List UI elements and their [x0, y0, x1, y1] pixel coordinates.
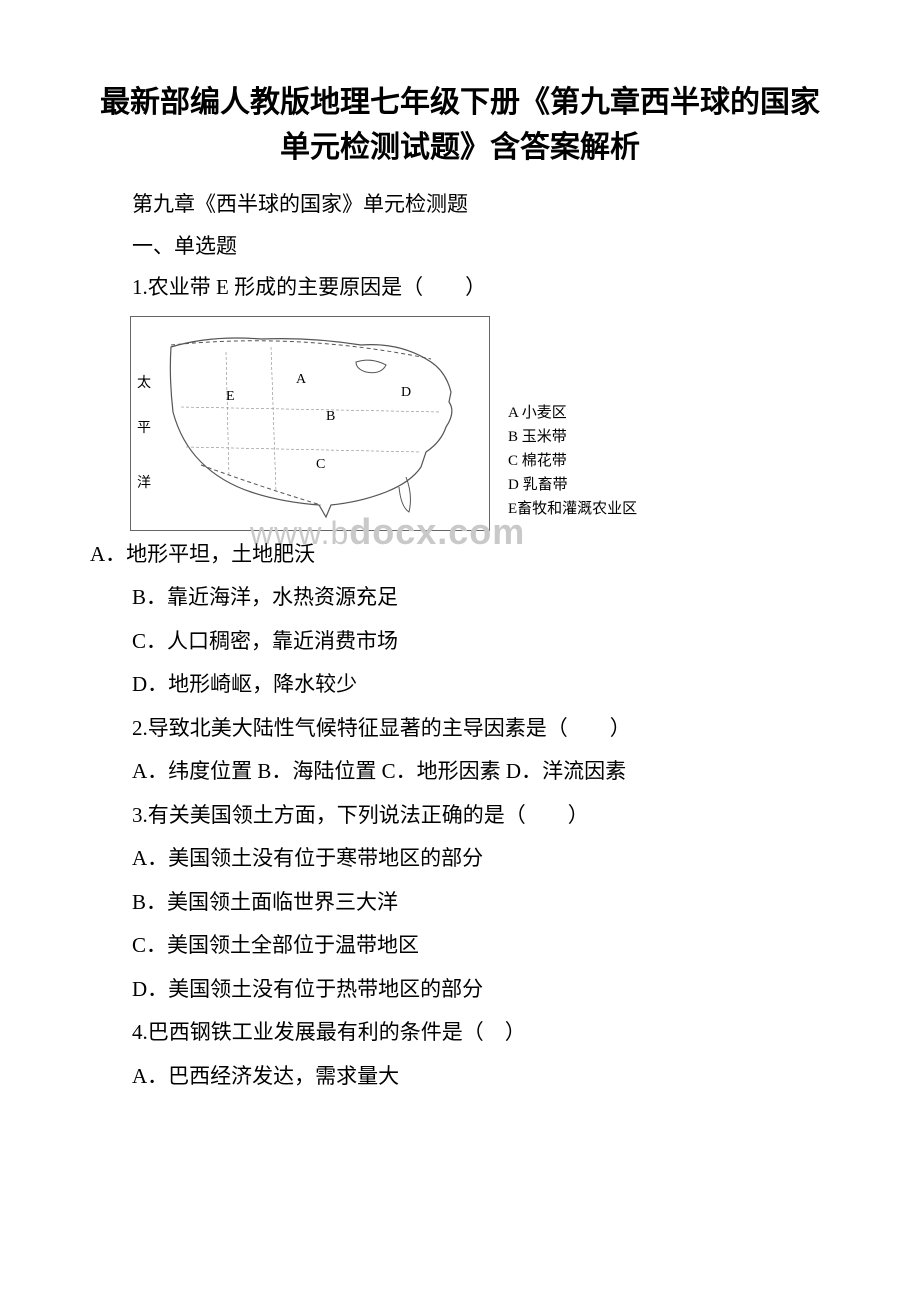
map-label-b: B — [326, 409, 335, 425]
map-svg — [131, 317, 490, 531]
legend-item: D 乳畜带 — [508, 473, 637, 497]
north-border — [171, 340, 431, 358]
subtitle: 第九章《西半球的国家》单元检测题 — [90, 188, 830, 218]
map-label-pacific: 太 — [137, 372, 151, 392]
question-2-options: A．纬度位置 B．海陆位置 C．地形因素 D．洋流因素 — [90, 756, 830, 788]
question-4-option-a: A．巴西经济发达，需求量大 — [90, 1061, 830, 1093]
section-heading: 一、单选题 — [90, 230, 830, 260]
map-label-pacific: 洋 — [137, 472, 151, 492]
great-lakes — [356, 360, 386, 373]
map-gridline — [226, 352, 229, 477]
map-gridline — [181, 407, 441, 412]
question-1-option-c: C．人口稠密，靠近消费市场 — [90, 626, 830, 658]
question-3-option-a: A．美国领土没有位于寒带地区的部分 — [90, 843, 830, 875]
map-label-a: A — [296, 372, 306, 388]
question-1-stem: 1.农业带 E 形成的主要原因是（ ） — [90, 272, 830, 304]
question-3-stem: 3.有关美国领土方面，下列说法正确的是（ ） — [90, 800, 830, 832]
question-4-stem: 4.巴西钢铁工业发展最有利的条件是（ ） — [90, 1017, 830, 1049]
usa-map: 太 平 洋 A B C D E — [130, 316, 490, 531]
map-label-pacific: 平 — [137, 417, 151, 437]
map-gridline — [186, 447, 421, 452]
question-2-stem: 2.导致北美大陆性气候特征显著的主导因素是（ ） — [90, 713, 830, 745]
question-3-option-b: B．美国领土面临世界三大洋 — [90, 887, 830, 919]
map-legend: A 小麦区 B 玉米带 C 棉花带 D 乳畜带 E畜牧和灌溉农业区 — [508, 401, 637, 521]
question-1-option-b: B．靠近海洋，水热资源充足 — [90, 582, 830, 614]
question-1-option-d: D．地形崎岖，降水较少 — [90, 669, 830, 701]
legend-item: C 棉花带 — [508, 449, 637, 473]
south-border — [201, 465, 321, 505]
map-label-c: C — [316, 457, 325, 473]
legend-item: A 小麦区 — [508, 401, 637, 425]
map-label-e: E — [226, 389, 235, 405]
map-gridline — [271, 347, 276, 492]
legend-item: B 玉米带 — [508, 425, 637, 449]
page-title: 最新部编人教版地理七年级下册《第九章西半球的国家单元检测试题》含答案解析 — [90, 80, 830, 170]
question-3-option-c: C．美国领土全部位于温带地区 — [90, 930, 830, 962]
map-container: 太 平 洋 A B C D E A 小麦区 B 玉米带 C 棉花带 D 乳畜带 … — [130, 316, 830, 531]
map-label-d: D — [401, 385, 411, 401]
question-1-option-a: A．地形平坦，土地肥沃 — [90, 539, 830, 571]
legend-item: E畜牧和灌溉农业区 — [508, 497, 637, 521]
question-3-option-d: D．美国领土没有位于热带地区的部分 — [90, 974, 830, 1006]
